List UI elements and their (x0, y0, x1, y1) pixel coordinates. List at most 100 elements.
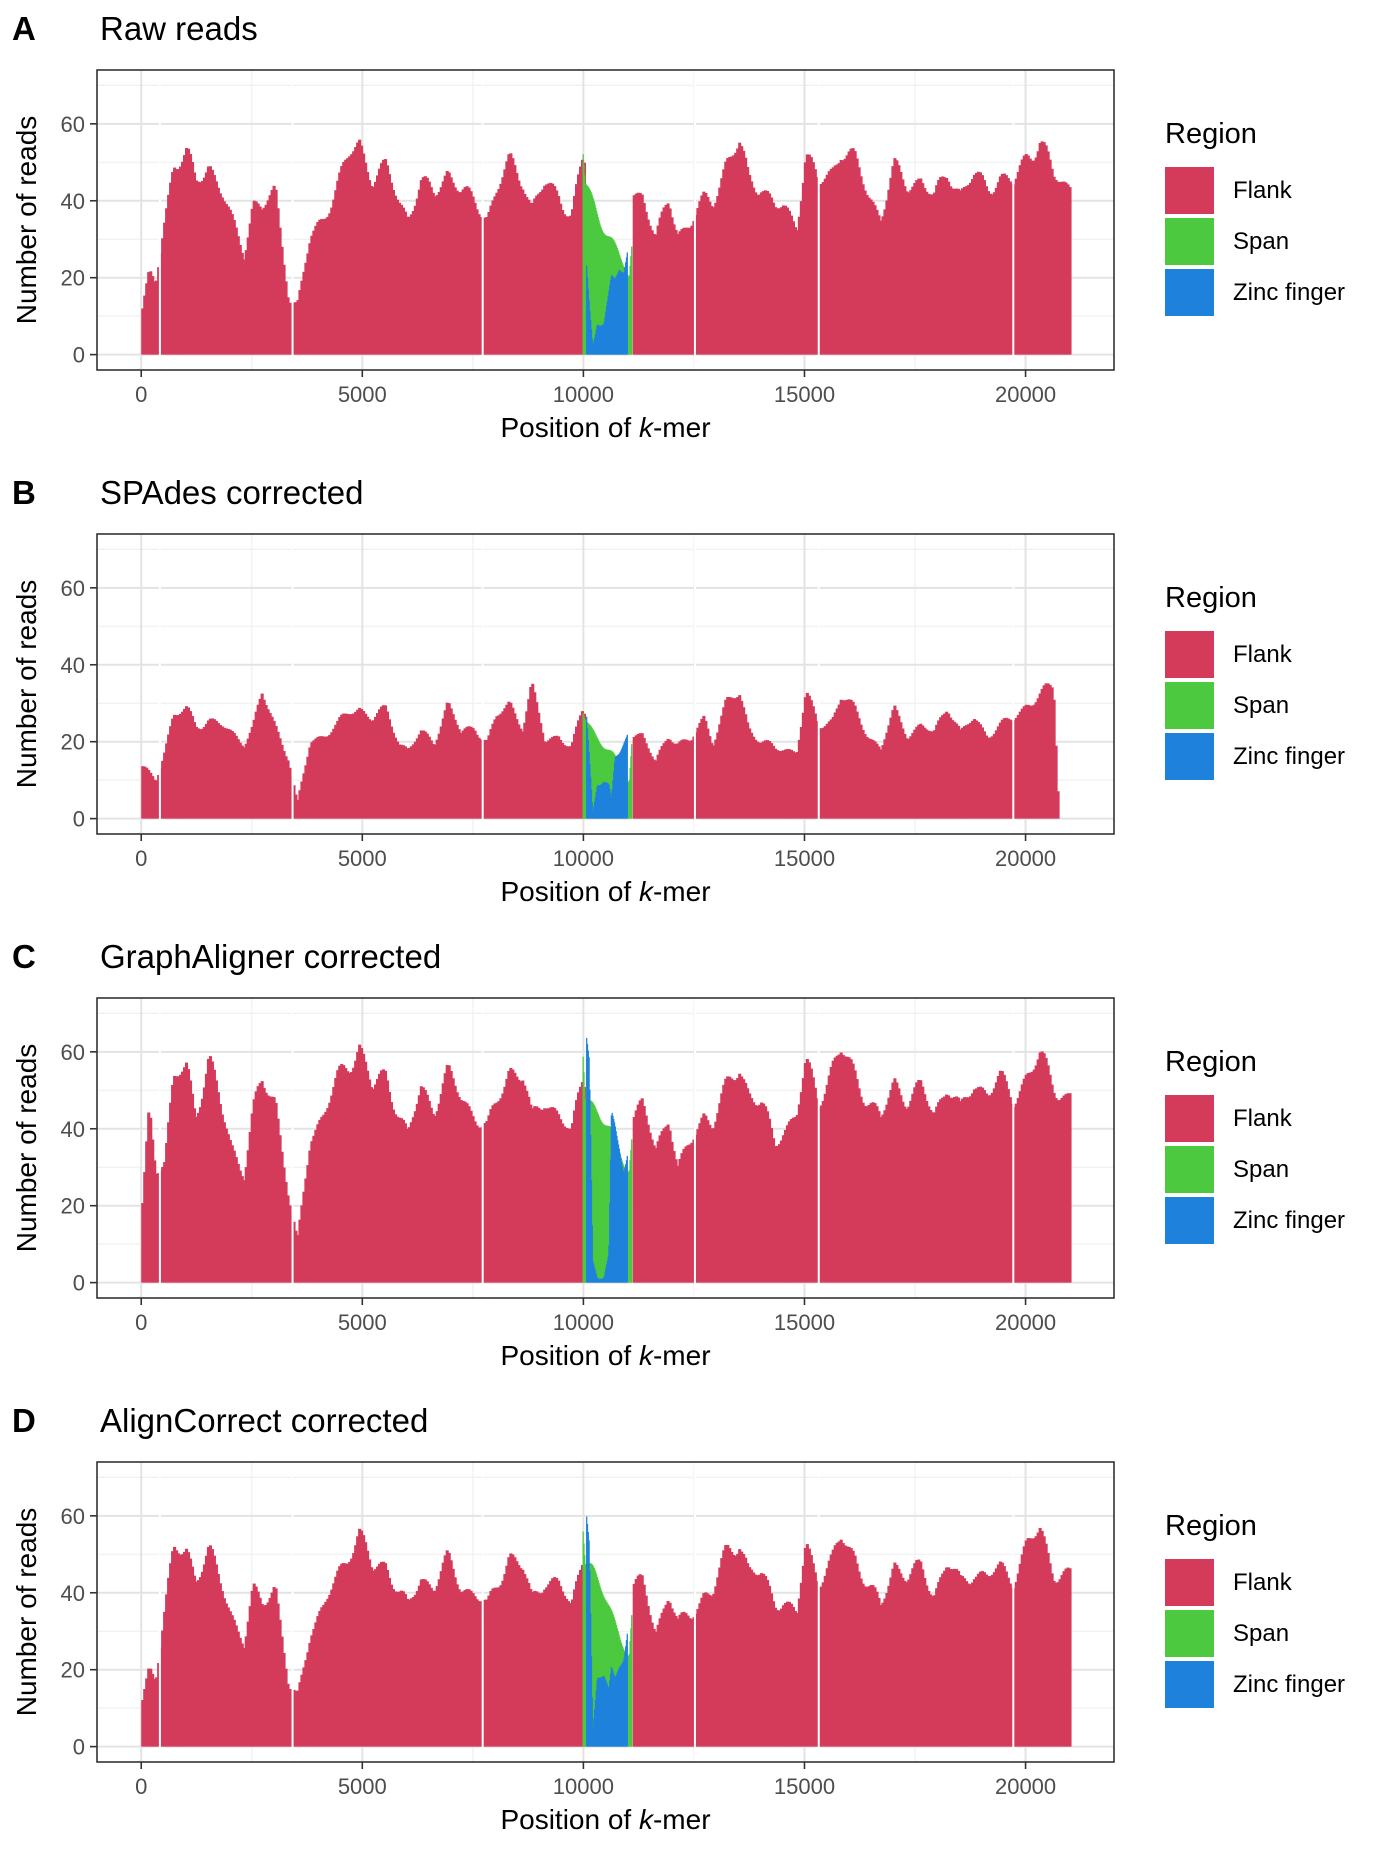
bar (489, 205, 493, 355)
bar (596, 1276, 598, 1283)
bar (593, 1718, 595, 1747)
bar (863, 190, 867, 355)
bar (851, 1063, 855, 1283)
bar (696, 1129, 700, 1283)
bar (1014, 1103, 1018, 1283)
bar (921, 725, 925, 819)
bar (994, 730, 998, 819)
bar (531, 683, 535, 819)
bar (397, 1117, 401, 1283)
bar (998, 1070, 1002, 1283)
bar (889, 1577, 893, 1747)
series-flank (141, 70, 1072, 370)
bar (171, 172, 175, 355)
bar (1016, 1573, 1020, 1747)
bar (254, 1586, 258, 1747)
bar (594, 1708, 596, 1747)
bar (395, 741, 400, 819)
bar (183, 708, 187, 819)
bar (795, 1613, 799, 1747)
bar (959, 190, 963, 355)
bar (475, 1125, 479, 1283)
bar (449, 1560, 453, 1747)
bar (196, 728, 201, 819)
bar (397, 1591, 401, 1747)
bar (465, 1103, 469, 1283)
bar (332, 728, 336, 819)
bar (787, 1121, 791, 1283)
bar (789, 215, 793, 355)
bar (621, 271, 623, 355)
bar (242, 1180, 246, 1283)
bar (1052, 1092, 1056, 1283)
bar (188, 711, 193, 819)
bar (801, 1565, 805, 1747)
bar (972, 174, 977, 355)
bar (584, 1087, 586, 1283)
bar (1028, 158, 1032, 355)
bar (1054, 1098, 1058, 1283)
bar (602, 324, 605, 355)
bar (646, 1605, 650, 1747)
bar (600, 225, 602, 355)
bar (847, 1546, 851, 1747)
bar (821, 182, 825, 355)
panel-label: B (12, 474, 36, 511)
bar (654, 760, 658, 819)
bar (815, 177, 819, 355)
bar (196, 1112, 201, 1283)
bar (535, 1106, 539, 1283)
bar (246, 738, 250, 819)
bar (720, 1093, 724, 1283)
bar (907, 1579, 911, 1747)
bar (760, 742, 764, 819)
bar (951, 1097, 955, 1283)
legend-swatch (1165, 1610, 1214, 1657)
bar (175, 1550, 179, 1747)
bar (300, 1205, 304, 1283)
bar (600, 1677, 602, 1747)
bar (443, 1073, 447, 1283)
bar (746, 722, 750, 819)
bar (161, 238, 165, 355)
bar (495, 1102, 499, 1283)
bar (588, 187, 590, 355)
coverage-gap (1012, 70, 1015, 370)
bar (561, 1591, 565, 1747)
bar (240, 745, 244, 819)
bar (742, 1554, 746, 1747)
bar (477, 214, 481, 355)
bar (728, 696, 732, 819)
bar (905, 1108, 909, 1283)
bar (186, 1552, 191, 1747)
bar (586, 728, 589, 819)
bar (845, 1546, 849, 1747)
bar (318, 736, 322, 819)
bar (374, 181, 378, 355)
bar (499, 183, 503, 355)
bar (773, 748, 778, 819)
bar (594, 796, 597, 819)
bar (879, 220, 883, 355)
bar (310, 1141, 314, 1283)
bar (143, 1688, 147, 1747)
bar (354, 1545, 358, 1747)
bar (1016, 171, 1020, 355)
bar (1060, 181, 1064, 355)
bar (593, 201, 595, 355)
bar (656, 1624, 660, 1747)
bar (1032, 1538, 1036, 1747)
bar (407, 1599, 411, 1747)
bar (911, 1568, 915, 1747)
bar (799, 727, 803, 819)
bar (845, 699, 849, 819)
bar (449, 177, 453, 355)
bar (781, 1605, 786, 1747)
bar (467, 1106, 471, 1283)
bar (593, 731, 595, 819)
bar (147, 1668, 151, 1747)
bar (167, 734, 171, 819)
bar (280, 1636, 284, 1747)
bar (976, 1087, 981, 1283)
